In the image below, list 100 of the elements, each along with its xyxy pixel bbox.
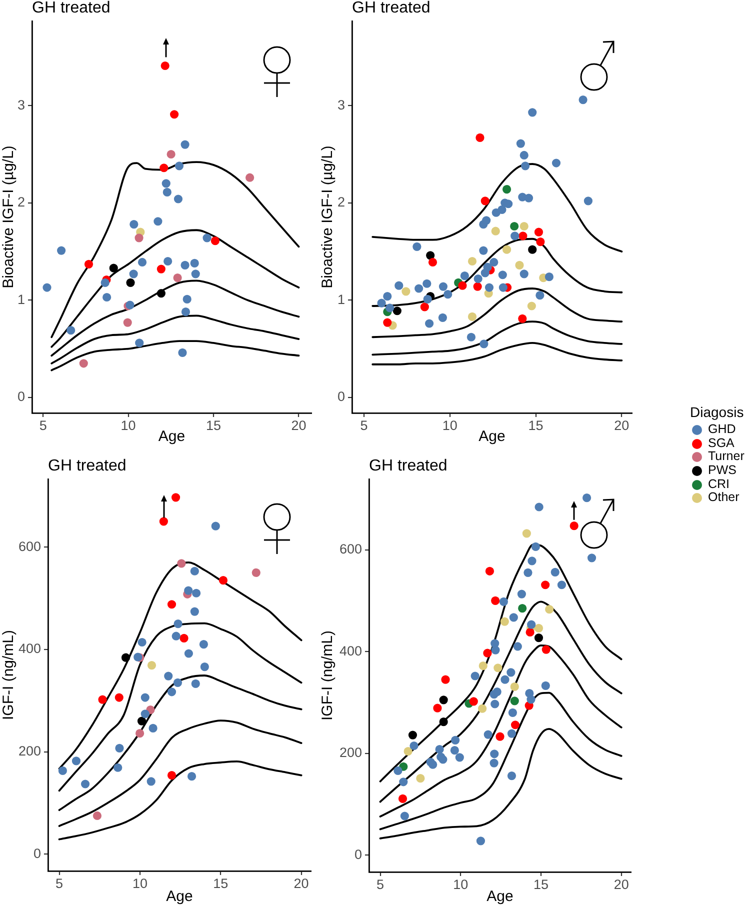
point — [526, 628, 534, 637]
point — [584, 196, 592, 206]
line-series — [372, 163, 623, 252]
point — [404, 747, 412, 756]
point — [177, 559, 186, 568]
line-series — [379, 692, 622, 830]
point — [252, 568, 260, 577]
point — [541, 580, 550, 590]
point — [422, 279, 432, 288]
point — [534, 634, 544, 642]
legend-title: Diagosis — [690, 404, 744, 420]
point — [507, 771, 516, 780]
point — [167, 771, 176, 780]
y-tick-label: 600 — [18, 538, 41, 554]
point — [190, 607, 199, 616]
y-tick-label: 200 — [339, 745, 362, 760]
point — [509, 613, 518, 622]
point — [184, 586, 193, 595]
x-tick-label: 5 — [39, 418, 47, 433]
point — [520, 222, 528, 231]
line-series — [50, 340, 300, 372]
x-tick-label: 5 — [376, 876, 384, 892]
point — [399, 778, 408, 786]
point — [192, 588, 201, 598]
point — [490, 750, 499, 758]
point — [202, 234, 212, 242]
y-axis-title: IGF-I (ng/mL) — [319, 630, 336, 721]
point — [491, 226, 500, 236]
point — [191, 270, 200, 278]
point — [137, 716, 146, 726]
y-axis-title: Bioactive IGF-I (µg/L) — [0, 146, 18, 288]
point — [536, 238, 545, 246]
x-tick-label: 15 — [213, 876, 228, 891]
y-tick-label: 1 — [337, 292, 345, 307]
line-series — [372, 288, 623, 338]
point — [439, 718, 448, 726]
point — [498, 205, 506, 214]
point — [451, 736, 460, 744]
point — [479, 246, 488, 255]
point — [491, 646, 500, 654]
point — [482, 216, 491, 225]
point — [518, 232, 528, 240]
point — [534, 624, 544, 632]
point — [439, 696, 448, 704]
point — [544, 272, 554, 282]
point — [541, 681, 550, 690]
point — [507, 729, 516, 738]
point — [377, 298, 386, 308]
point — [92, 811, 102, 820]
point — [520, 150, 528, 160]
point — [164, 672, 173, 680]
point — [210, 236, 220, 246]
point — [531, 542, 540, 552]
point — [528, 556, 536, 566]
point — [444, 290, 452, 299]
point — [510, 222, 519, 231]
point — [154, 217, 162, 226]
point — [426, 251, 435, 260]
point — [521, 162, 530, 170]
point — [400, 812, 409, 820]
point — [58, 766, 67, 775]
point — [500, 617, 509, 626]
point — [126, 278, 135, 287]
y-tick-label: 0 — [17, 389, 25, 404]
point — [115, 744, 124, 752]
point — [478, 704, 487, 713]
point — [478, 662, 488, 670]
x-tick-label: 10 — [132, 876, 148, 891]
y-tick-label: 2 — [337, 194, 345, 210]
point — [484, 283, 494, 292]
x-tick-label: 20 — [291, 418, 306, 433]
point — [173, 273, 182, 282]
line-series — [58, 674, 302, 812]
legend-label: Turner — [708, 449, 744, 464]
point — [420, 302, 429, 312]
y-tick-label: 0 — [354, 846, 362, 862]
line-series — [379, 544, 622, 782]
x-tick-label: 20 — [294, 876, 309, 891]
point — [160, 61, 170, 70]
point — [246, 173, 254, 182]
point — [480, 340, 488, 348]
x-tick-label: 15 — [528, 418, 544, 433]
point — [147, 660, 156, 670]
point — [542, 645, 550, 654]
point — [494, 664, 502, 672]
point — [385, 304, 394, 312]
y-axis-title: Bioactive IGF-I (µg/L) — [319, 146, 336, 288]
point — [450, 746, 459, 755]
point — [66, 326, 76, 335]
point — [536, 291, 544, 300]
point — [492, 687, 502, 696]
legend-label: Other — [708, 490, 740, 506]
point — [98, 695, 107, 704]
line-series — [379, 728, 622, 840]
point — [498, 270, 507, 280]
point — [72, 756, 81, 766]
point — [184, 649, 193, 658]
chart-title: GH treated — [32, 0, 110, 16]
point — [570, 522, 578, 530]
y-tick-label: 0 — [33, 846, 41, 861]
